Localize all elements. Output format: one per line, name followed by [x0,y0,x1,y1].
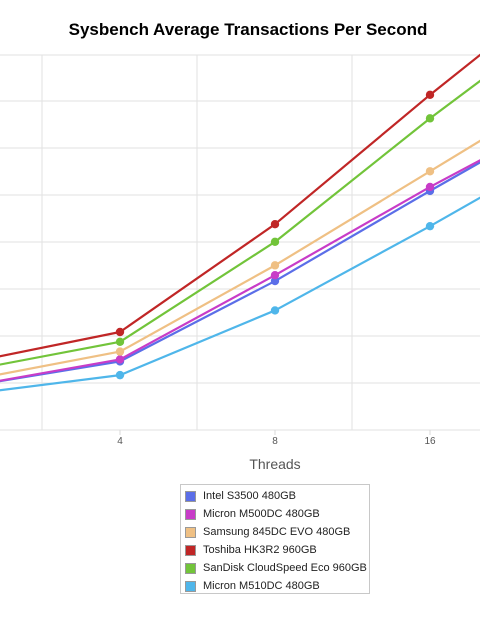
series-3 [0,53,480,358]
data-point [425,114,435,123]
legend-swatch [185,580,196,592]
legend-label: Samsung 845DC EVO 480GB [203,526,351,538]
series-0 [0,161,480,383]
legend-swatch [185,508,196,520]
data-point [270,237,280,247]
legend-label: Micron M510DC 480GB [203,580,320,592]
data-point [115,347,125,356]
legend-item: Toshiba HK3R2 960GB [181,541,369,559]
legend-item: Micron M510DC 480GB [181,577,369,595]
series-lines [0,53,480,392]
series-5 [0,196,480,392]
data-point [115,355,125,364]
data-point [270,276,280,286]
legend-item: SanDisk CloudSpeed Eco 960GB [181,559,369,577]
data-point [270,261,280,270]
chart-title: Sysbench Average Transactions Per Second [68,20,428,39]
x-axis-title: Threads [249,456,300,472]
data-point [425,167,435,176]
x-tick-label: 4 [117,436,123,447]
series-line [0,79,480,366]
legend-label: Toshiba HK3R2 960GB [203,544,317,556]
grid [0,54,480,435]
series-2 [0,139,480,376]
data-point [115,337,125,346]
x-tick-label: 8 [272,436,278,447]
data-point [270,306,280,315]
legend-label: SanDisk CloudSpeed Eco 960GB [203,562,367,574]
series-line [0,161,480,383]
data-point [425,90,435,100]
data-point [115,370,125,380]
series-1 [0,159,480,382]
data-point [425,221,435,231]
legend-label: Intel S3500 480GB [203,490,296,502]
legend-swatch [185,526,196,538]
legend-label: Micron M500DC 480GB [203,508,320,520]
legend-item: Samsung 845DC EVO 480GB [181,523,369,541]
x-tick-label: 16 [424,436,436,447]
data-point [115,327,125,337]
legend-item: Micron M500DC 480GB [181,505,369,523]
series-line [0,139,480,376]
legend-swatch [185,562,196,574]
legend-item: Intel S3500 480GB [181,487,369,505]
series-line [0,196,480,392]
data-point [270,220,280,229]
legend-swatch [185,490,196,502]
series-4 [0,79,480,366]
legend: Intel S3500 480GB Micron M500DC 480GB Sams… [180,484,370,594]
x-axis-ticks: 4 8 16 [117,436,436,447]
series-line [0,159,480,382]
legend-swatch [185,544,196,556]
data-point [270,270,280,280]
data-point [425,182,435,192]
